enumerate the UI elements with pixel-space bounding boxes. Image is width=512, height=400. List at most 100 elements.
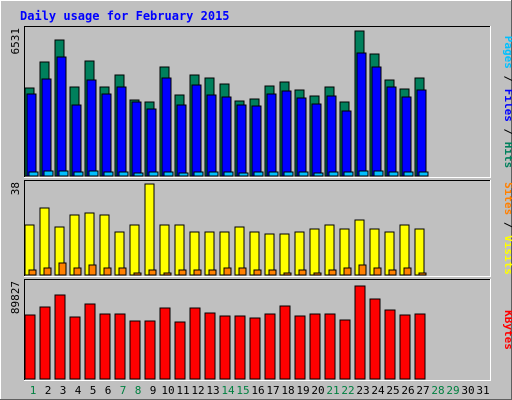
bar-sites-day-8 [133,272,142,276]
side-legend-hits-files-pages: Pages / Files / Hits [502,36,512,169]
bar-kbytes-day-17 [264,313,276,380]
x-axis-day-labels: 1 2 3 4 5 6 7 8 9 10 11 12 13 14 15 16 17 18 19 20 21 22 23 24 2… [30,384,490,397]
bar-kbytes-day-10 [159,307,171,380]
bar-files-day-14 [221,96,232,177]
x-tick-label-day-6: 6 [105,384,112,397]
x-tick-label-day-3: 3 [60,384,67,397]
bar-pages-day-5 [88,170,99,177]
x-tick-label-day-14: 14 [221,384,235,397]
bar-visits-day-20 [309,228,320,276]
x-tick-label-day-5: 5 [90,384,97,397]
bar-pages-day-17 [268,171,279,177]
bar-visits-day-21 [324,224,335,276]
x-tick-label-day-29: 29 [446,384,459,397]
bar-sites-day-5 [88,264,97,276]
bar-pages-day-20 [313,172,324,177]
bar-files-day-18 [281,90,292,177]
y-max-label-kbytes: 89827 [9,281,22,314]
bar-pages-day-18 [283,171,294,177]
bar-kbytes-day-12 [189,307,201,380]
bar-sites-day-21 [328,269,337,276]
bar-pages-day-15 [238,172,249,177]
bar-kbytes-day-18 [279,305,291,380]
bar-files-day-21 [326,95,337,177]
bar-sites-day-7 [118,267,127,276]
x-tick-label-day-20: 20 [311,384,324,397]
x-tick-label-day-19: 19 [296,384,309,397]
bar-kbytes-day-22 [339,319,351,380]
bar-pages-day-23 [358,170,369,177]
x-tick-label-day-24: 24 [371,384,385,397]
bar-kbytes-day-3 [54,294,66,380]
bar-pages-day-6 [103,171,114,177]
bar-files-day-6 [101,93,112,177]
y-max-label-visits-sites: 38 [9,182,22,195]
x-tick-label-day-18: 18 [281,384,294,397]
bar-kbytes-day-7 [114,313,126,380]
bar-visits-day-25 [384,231,395,276]
bar-sites-day-11 [178,269,187,276]
bar-pages-day-24 [373,170,384,177]
bar-kbytes-day-25 [384,309,396,380]
bar-sites-day-14 [223,267,232,276]
bar-sites-day-25 [388,269,397,276]
bar-sites-day-10 [163,272,172,276]
x-tick-label-day-9: 9 [150,384,157,397]
bar-kbytes-day-9 [144,320,156,380]
bar-sites-day-19 [298,269,307,276]
bar-visits-day-16 [249,231,260,276]
bar-pages-day-2 [43,170,54,177]
bar-pages-day-11 [178,172,189,177]
bar-visits-day-4 [69,214,80,276]
side-legend-part-2: Visits [502,235,512,275]
x-tick-label-day-31: 31 [476,384,489,397]
bar-pages-day-25 [388,171,399,177]
bar-files-day-4 [71,104,82,177]
bar-pages-day-1 [28,171,39,177]
bar-kbytes-day-6 [99,313,111,380]
x-tick-label-day-13: 13 [206,384,219,397]
bar-visits-day-10 [159,224,170,276]
side-legend-part-1: / [502,215,512,235]
bar-visits-day-8 [129,224,140,276]
bar-sites-day-12 [193,269,202,276]
side-legend-kbytes: KBytes [502,310,512,350]
bar-visits-day-18 [279,233,290,276]
bar-kbytes-day-15 [234,315,246,380]
x-tick-label-day-30: 30 [461,384,474,397]
bar-files-day-25 [386,86,397,177]
bar-visits-day-12 [189,231,200,276]
side-legend-part-1: / [502,69,512,89]
bar-kbytes-day-24 [369,298,381,380]
bar-files-day-8 [131,101,142,177]
bar-pages-day-14 [223,171,234,177]
chart-title: Daily usage for February 2015 [20,9,230,23]
bar-kbytes-day-14 [219,315,231,380]
bar-visits-day-17 [264,233,275,276]
bar-sites-day-2 [43,267,52,276]
bar-sites-day-6 [103,267,112,276]
bar-visits-day-6 [99,214,110,276]
bar-pages-day-12 [193,171,204,177]
bar-sites-day-3 [58,262,67,276]
bar-sites-day-1 [28,269,37,276]
x-tick-label-day-10: 10 [161,384,174,397]
bar-sites-day-22 [343,267,352,276]
bar-pages-day-27 [418,171,429,177]
side-legend-part-0: KBytes [502,310,512,350]
panel-hits-files-pages: 6531 Pages / Files / Hits [9,26,512,178]
bar-files-day-5 [86,79,97,177]
panel-visits-sites: 38 Sites / Visits [9,180,512,277]
bar-visits-day-19 [294,231,305,276]
bar-sites-day-13 [208,269,217,276]
bar-visits-day-2 [39,207,50,276]
side-legend-part-0: Pages [502,36,512,69]
x-tick-label-day-16: 16 [251,384,264,397]
x-tick-label-day-25: 25 [386,384,399,397]
x-tick-label-day-11: 11 [176,384,189,397]
bar-files-day-10 [161,77,172,177]
bar-files-day-15 [236,104,247,177]
bar-files-day-22 [341,110,352,177]
bar-kbytes-day-16 [249,317,261,380]
